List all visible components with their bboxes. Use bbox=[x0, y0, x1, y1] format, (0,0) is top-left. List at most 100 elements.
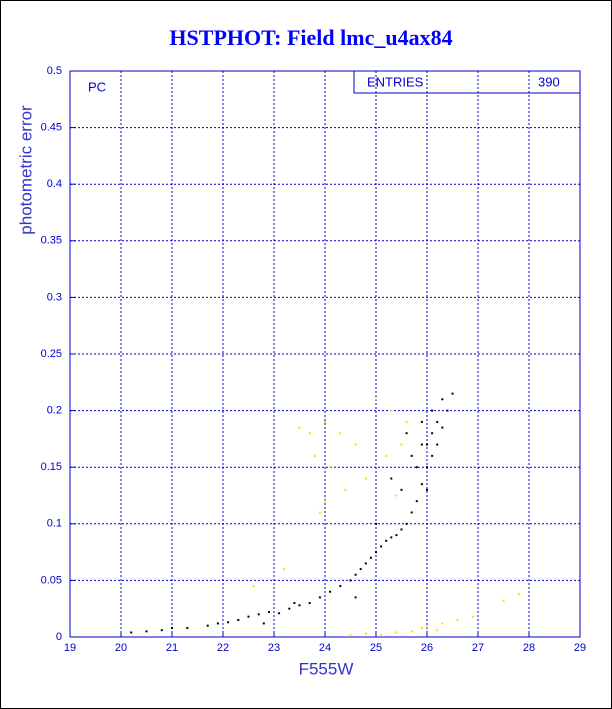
point bbox=[267, 611, 270, 614]
point bbox=[344, 488, 347, 491]
point bbox=[339, 585, 342, 588]
point bbox=[308, 602, 311, 605]
point bbox=[324, 420, 326, 423]
point bbox=[385, 454, 388, 457]
point bbox=[339, 432, 342, 435]
point bbox=[359, 568, 362, 571]
point bbox=[405, 522, 408, 525]
point bbox=[364, 477, 367, 480]
point bbox=[415, 500, 418, 503]
y-axis-label: photometric error bbox=[16, 105, 35, 235]
point bbox=[308, 432, 311, 435]
point bbox=[354, 573, 357, 576]
x-axis-label: F555W bbox=[299, 659, 354, 678]
point bbox=[405, 420, 408, 423]
point bbox=[420, 626, 423, 629]
point bbox=[446, 409, 449, 412]
x-tick-label: 19 bbox=[64, 642, 76, 654]
point bbox=[426, 443, 428, 446]
x-tick-label: 21 bbox=[166, 642, 178, 654]
point bbox=[278, 612, 281, 615]
point bbox=[160, 629, 163, 632]
point bbox=[436, 629, 439, 632]
point bbox=[441, 622, 444, 625]
point bbox=[420, 483, 423, 486]
point bbox=[186, 626, 189, 629]
y-tick-label: 0.1 bbox=[47, 518, 62, 530]
point bbox=[369, 556, 372, 559]
point bbox=[390, 477, 393, 480]
point bbox=[426, 488, 428, 491]
annotation: PC bbox=[88, 79, 106, 94]
y-tick-label: 0.45 bbox=[41, 122, 62, 134]
point bbox=[237, 619, 240, 622]
point bbox=[216, 622, 219, 625]
point bbox=[171, 626, 173, 629]
y-tick-label: 0.2 bbox=[47, 405, 62, 417]
point bbox=[436, 420, 439, 423]
point bbox=[380, 545, 383, 548]
point bbox=[130, 631, 133, 634]
y-tick-label: 0.4 bbox=[47, 178, 62, 190]
point bbox=[431, 409, 434, 412]
point bbox=[318, 596, 321, 599]
point bbox=[431, 432, 434, 435]
point bbox=[293, 602, 296, 605]
point bbox=[400, 443, 403, 446]
point bbox=[420, 420, 423, 423]
point bbox=[385, 539, 388, 542]
point bbox=[298, 604, 301, 607]
point bbox=[502, 599, 505, 602]
x-tick-label: 29 bbox=[574, 642, 586, 654]
point bbox=[349, 633, 352, 636]
point bbox=[257, 613, 260, 616]
y-tick-label: 0.35 bbox=[41, 235, 62, 247]
x-tick-label: 23 bbox=[268, 642, 280, 654]
point bbox=[349, 579, 352, 582]
point bbox=[380, 633, 383, 636]
x-tick-label: 20 bbox=[115, 642, 127, 654]
point bbox=[415, 466, 418, 469]
point bbox=[354, 596, 357, 599]
point bbox=[420, 443, 423, 446]
x-tick-label: 24 bbox=[319, 642, 331, 654]
x-tick-label: 26 bbox=[421, 642, 433, 654]
y-tick-label: 0.3 bbox=[47, 291, 62, 303]
point bbox=[375, 522, 377, 525]
point bbox=[471, 615, 474, 618]
point bbox=[395, 494, 398, 497]
x-tick-label: 25 bbox=[370, 642, 382, 654]
point bbox=[375, 398, 377, 401]
y-tick-label: 0 bbox=[56, 631, 62, 643]
point bbox=[400, 488, 403, 491]
x-tick-label: 28 bbox=[523, 642, 535, 654]
point bbox=[410, 630, 413, 633]
point bbox=[410, 511, 413, 514]
y-tick-label: 0.15 bbox=[41, 461, 62, 473]
point bbox=[405, 432, 408, 435]
point bbox=[375, 551, 377, 554]
point bbox=[318, 511, 321, 514]
point bbox=[364, 632, 367, 635]
point bbox=[206, 624, 209, 627]
point bbox=[247, 615, 250, 618]
point bbox=[354, 443, 357, 446]
point bbox=[441, 398, 444, 401]
point bbox=[400, 528, 403, 531]
point bbox=[410, 454, 413, 457]
point bbox=[456, 619, 459, 622]
point bbox=[390, 409, 393, 412]
point bbox=[431, 454, 434, 457]
y-tick-label: 0.05 bbox=[41, 574, 62, 586]
point bbox=[324, 500, 326, 503]
entries: 390 bbox=[538, 74, 560, 89]
point bbox=[517, 592, 520, 595]
point bbox=[313, 454, 316, 457]
point bbox=[451, 392, 454, 395]
legend-title: ENTRIES bbox=[367, 74, 424, 89]
point bbox=[364, 562, 367, 565]
point bbox=[227, 621, 230, 624]
chart-title: HSTPHOT: Field lmc_u4ax84 bbox=[169, 25, 452, 50]
point bbox=[252, 585, 255, 588]
point bbox=[329, 590, 332, 593]
